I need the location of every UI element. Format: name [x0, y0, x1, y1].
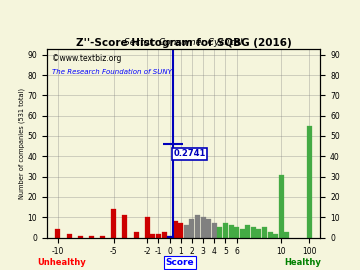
Text: The Research Foundation of SUNY: The Research Foundation of SUNY: [52, 69, 172, 75]
Bar: [167, 235, 172, 238]
Bar: [173, 221, 178, 238]
Bar: [67, 234, 72, 238]
Bar: [178, 223, 183, 238]
Bar: [189, 219, 194, 238]
Bar: [89, 235, 94, 238]
Bar: [229, 225, 234, 238]
Bar: [156, 234, 161, 238]
Text: Healthy: Healthy: [284, 258, 321, 267]
Title: Z''-Score Histogram for SQBG (2016): Z''-Score Histogram for SQBG (2016): [76, 38, 292, 48]
Bar: [134, 231, 139, 238]
Text: ©www.textbiz.org: ©www.textbiz.org: [52, 54, 122, 63]
Bar: [245, 225, 250, 238]
Bar: [55, 230, 60, 238]
Bar: [256, 230, 261, 238]
Text: Score: Score: [166, 258, 194, 267]
Bar: [78, 235, 83, 238]
Text: Sector: Consumer Cyclical: Sector: Consumer Cyclical: [125, 38, 243, 47]
Bar: [279, 175, 284, 238]
Bar: [212, 223, 217, 238]
Bar: [251, 227, 256, 238]
Bar: [240, 230, 245, 238]
Bar: [284, 231, 289, 238]
Bar: [122, 215, 127, 238]
Bar: [150, 234, 156, 238]
Bar: [262, 227, 267, 238]
Bar: [206, 219, 211, 238]
Bar: [111, 209, 116, 238]
Y-axis label: Number of companies (531 total): Number of companies (531 total): [18, 87, 24, 199]
Bar: [307, 126, 312, 238]
Bar: [273, 234, 278, 238]
Text: Unhealthy: Unhealthy: [37, 258, 86, 267]
Bar: [217, 227, 222, 238]
Bar: [162, 231, 167, 238]
Bar: [234, 227, 239, 238]
Bar: [223, 223, 228, 238]
Bar: [145, 217, 150, 238]
Bar: [100, 235, 105, 238]
Bar: [184, 225, 189, 238]
Bar: [195, 215, 200, 238]
Text: 0.2741: 0.2741: [173, 149, 206, 158]
Bar: [201, 217, 206, 238]
Bar: [267, 231, 273, 238]
